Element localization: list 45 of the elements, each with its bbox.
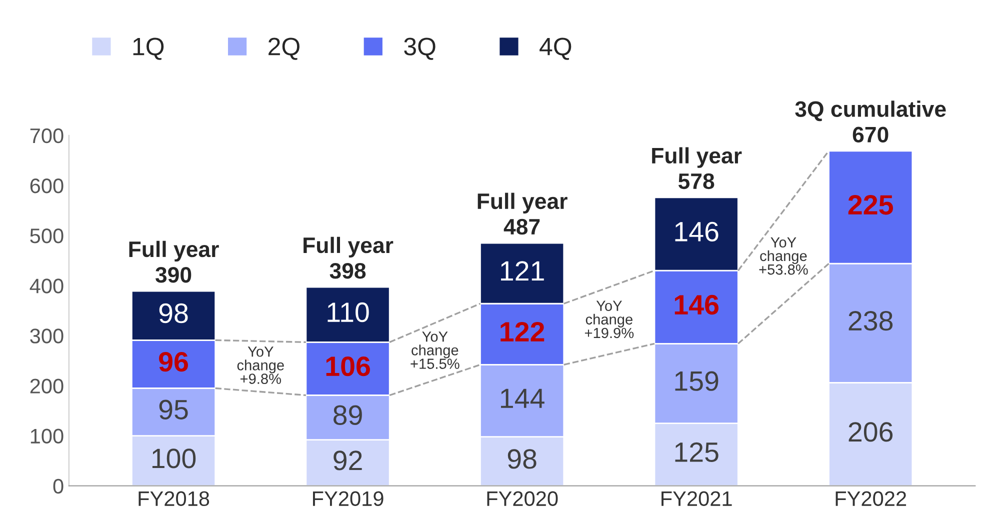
- x-tick-label: FY2022: [836, 491, 906, 506]
- data-label: 106: [326, 356, 370, 376]
- data-label: 98: [159, 303, 188, 324]
- legend-label: 1Q: [133, 38, 164, 60]
- data-label: 144: [500, 388, 544, 408]
- x-tick-label: FY2021: [662, 491, 732, 506]
- data-label: 159: [675, 371, 718, 391]
- total-label: Full year 578: [652, 147, 742, 190]
- legend-label: 4Q: [540, 38, 572, 60]
- y-tick-label: 500: [30, 228, 64, 244]
- data-label: 95: [159, 400, 188, 420]
- annotation: YoY change +19.9%: [584, 300, 634, 338]
- annotation: YoY change +53.8%: [759, 237, 808, 275]
- y-tick-label: 0: [53, 478, 64, 494]
- total-label: Full year 390: [129, 240, 219, 283]
- data-label: 89: [334, 405, 362, 425]
- legend-label: 3Q: [404, 38, 436, 60]
- annotation: YoY change +9.8%: [237, 346, 284, 384]
- legend-label: 2Q: [268, 38, 300, 60]
- y-tick-label: 400: [30, 278, 64, 294]
- x-tick-label: FY2018: [138, 491, 210, 506]
- data-label: 125: [675, 442, 718, 462]
- data-label: 146: [675, 222, 718, 242]
- total-label: Full year 398: [304, 236, 394, 279]
- data-label: 238: [848, 310, 893, 331]
- y-tick-label: 600: [30, 178, 64, 194]
- data-label: 121: [500, 261, 544, 281]
- data-label: 146: [674, 294, 718, 315]
- y-tick-label: 700: [30, 128, 64, 144]
- annotation: YoY change +15.5%: [410, 332, 460, 369]
- data-label: 122: [500, 322, 544, 342]
- data-label: 100: [152, 448, 196, 468]
- data-label: 92: [334, 450, 362, 470]
- data-label: 110: [328, 302, 369, 322]
- total-label: Full year 487: [478, 192, 568, 235]
- total-label: 3Q cumulative 670: [795, 100, 946, 143]
- data-label: 206: [848, 422, 893, 442]
- y-tick-label: 300: [30, 328, 64, 344]
- data-label: 98: [508, 449, 536, 469]
- data-label: 225: [848, 195, 893, 215]
- y-tick-label: 100: [30, 428, 64, 444]
- x-tick-label: FY2020: [487, 491, 558, 506]
- y-tick-label: 200: [30, 378, 64, 394]
- x-tick-label: FY2019: [313, 491, 384, 506]
- data-label: 96: [159, 352, 188, 372]
